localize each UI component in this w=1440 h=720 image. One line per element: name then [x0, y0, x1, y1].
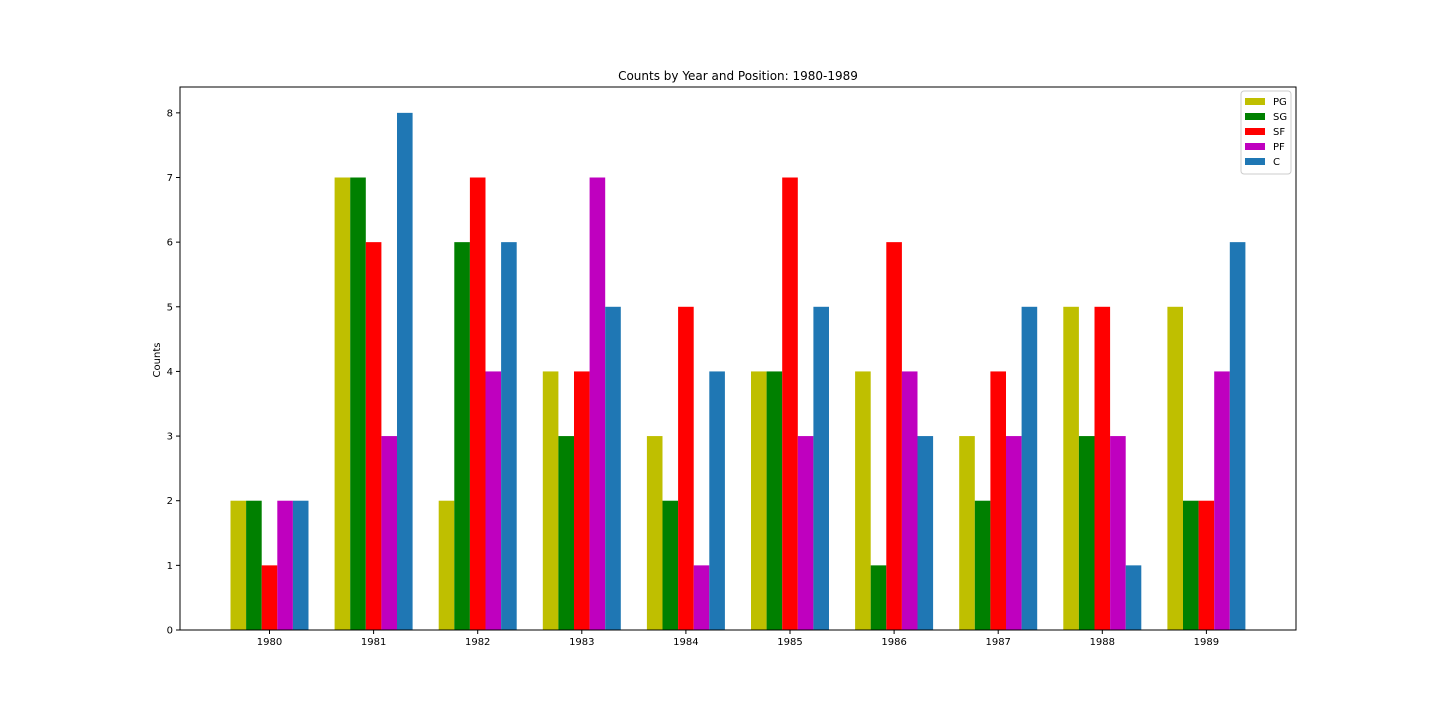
y-axis: 0 1 2 3 4 5 6 7 8 — [167, 108, 180, 637]
bar-c-1983 — [605, 306, 621, 630]
x-tick-label: 1988 — [1090, 637, 1115, 648]
x-tick-label: 1982 — [465, 637, 490, 648]
bar-c-1981 — [397, 112, 413, 631]
legend-swatch-pg — [1245, 98, 1265, 105]
bar-c-1984 — [709, 371, 725, 630]
bar-pf-1982 — [485, 371, 502, 630]
legend-label-sf: SF — [1273, 127, 1285, 138]
bar-pf-1985 — [797, 436, 814, 630]
x-axis: 1980 1981 1982 1983 1984 1985 1986 1987 1988 1989 — [257, 630, 1219, 648]
bar-sg-1981 — [350, 177, 366, 630]
bar-sf-1981 — [365, 242, 382, 630]
bar-sf-1983 — [574, 371, 590, 630]
bar-pg-1988 — [1063, 306, 1079, 630]
bar-sf-1982 — [469, 177, 486, 630]
bar-pf-1987 — [1006, 436, 1022, 630]
y-tick-label: 7 — [167, 173, 173, 184]
bar-c-1982 — [501, 242, 517, 630]
y-tick-label: 1 — [167, 561, 173, 572]
bar-pg-1980 — [230, 500, 247, 630]
bar-sg-1989 — [1183, 500, 1199, 630]
legend-box — [1240, 90, 1292, 175]
bar-pg-1981 — [334, 177, 351, 630]
bar-c-1986 — [917, 436, 934, 630]
y-tick-label: 0 — [167, 626, 173, 637]
bar-pg-1989 — [1167, 306, 1183, 630]
bar-c-1980 — [292, 500, 309, 630]
bar-pf-1983 — [589, 177, 606, 630]
bar-pg-1982 — [438, 500, 455, 630]
bar-pg-1983 — [542, 371, 559, 630]
bar-sf-1986 — [886, 242, 902, 630]
bar-sg-1985 — [766, 371, 783, 630]
chart-title: Counts by Year and Position: 1980-1989 — [618, 69, 858, 83]
x-tick-label: 1980 — [257, 637, 282, 648]
bar-sf-1988 — [1094, 306, 1111, 630]
bar-pg-1985 — [751, 371, 767, 630]
x-tick-label: 1986 — [881, 637, 906, 648]
legend-label-c: C — [1273, 157, 1280, 168]
legend: PG SG SF PF C — [1240, 90, 1292, 175]
bar-sg-1986 — [870, 565, 887, 630]
bar-pf-1984 — [693, 565, 710, 630]
x-tick-label: 1989 — [1194, 637, 1219, 648]
bar-sf-1980 — [261, 565, 278, 630]
bar-sg-1983 — [558, 436, 574, 630]
legend-label-pf: PF — [1273, 142, 1285, 153]
bar-pf-1989 — [1214, 371, 1230, 630]
legend-swatch-c — [1245, 158, 1265, 165]
y-tick-label: 3 — [167, 432, 173, 443]
x-tick-label: 1985 — [777, 637, 802, 648]
bar-sg-1984 — [662, 500, 679, 630]
bar-c-1988 — [1125, 565, 1142, 630]
bar-sg-1980 — [246, 500, 262, 630]
legend-swatch-sg — [1245, 113, 1265, 120]
bar-pg-1986 — [855, 371, 871, 630]
bar-pf-1980 — [277, 500, 293, 630]
bar-pf-1986 — [901, 371, 918, 630]
bar-c-1989 — [1229, 242, 1246, 630]
x-tick-label: 1983 — [569, 637, 594, 648]
bars-group — [230, 112, 1246, 631]
y-tick-label: 5 — [167, 302, 173, 313]
bar-sg-1982 — [454, 242, 470, 630]
bar-sf-1985 — [782, 177, 798, 630]
y-tick-label: 8 — [167, 108, 173, 119]
bar-c-1987 — [1021, 306, 1038, 630]
x-tick-label: 1987 — [985, 637, 1010, 648]
x-tick-label: 1981 — [361, 637, 386, 648]
bar-pf-1981 — [381, 436, 397, 630]
bar-sf-1989 — [1198, 500, 1215, 630]
y-axis-title: Counts — [152, 343, 163, 378]
bar-sg-1988 — [1078, 436, 1095, 630]
bar-pg-1984 — [646, 436, 663, 630]
bar-sf-1984 — [678, 306, 694, 630]
legend-label-sg: SG — [1273, 112, 1287, 123]
bar-pg-1987 — [959, 436, 975, 630]
legend-swatch-sf — [1245, 128, 1265, 135]
bar-sg-1987 — [974, 500, 991, 630]
y-tick-label: 4 — [167, 367, 173, 378]
bar-sf-1987 — [990, 371, 1006, 630]
y-tick-label: 6 — [167, 238, 173, 249]
bar-pf-1988 — [1110, 436, 1126, 630]
plot-frame — [179, 86, 1297, 631]
x-tick-label: 1984 — [673, 637, 698, 648]
legend-label-pg: PG — [1273, 97, 1287, 108]
bar-c-1985 — [813, 306, 829, 630]
legend-swatch-pf — [1245, 143, 1265, 150]
y-tick-label: 2 — [167, 496, 173, 507]
